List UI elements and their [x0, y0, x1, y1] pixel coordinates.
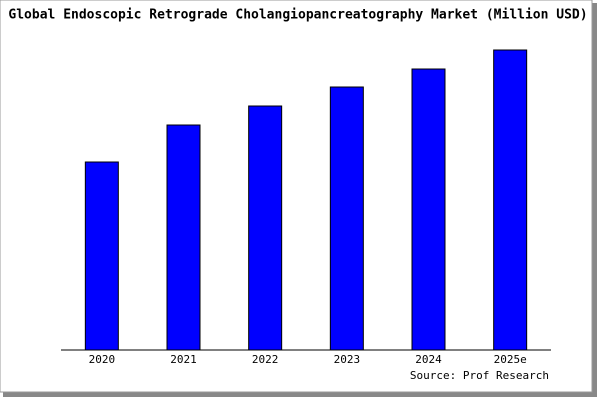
- x-tick-label: 2021: [170, 353, 197, 366]
- bar: [411, 68, 446, 351]
- source-note: Source: Prof Research: [410, 369, 549, 382]
- chart-title: Global Endoscopic Retrograde Cholangiopa…: [8, 8, 587, 23]
- bar: [84, 161, 119, 351]
- x-tick-label: 2025e: [494, 353, 527, 366]
- x-tick-label: 2020: [89, 353, 116, 366]
- x-tick-label: 2022: [252, 353, 279, 366]
- bar: [329, 86, 364, 351]
- x-tick-label: 2024: [415, 353, 442, 366]
- bar: [166, 124, 201, 351]
- plot-area: [61, 44, 578, 350]
- x-tick-label: 2023: [334, 353, 361, 366]
- bar: [248, 105, 283, 351]
- bar: [493, 49, 528, 351]
